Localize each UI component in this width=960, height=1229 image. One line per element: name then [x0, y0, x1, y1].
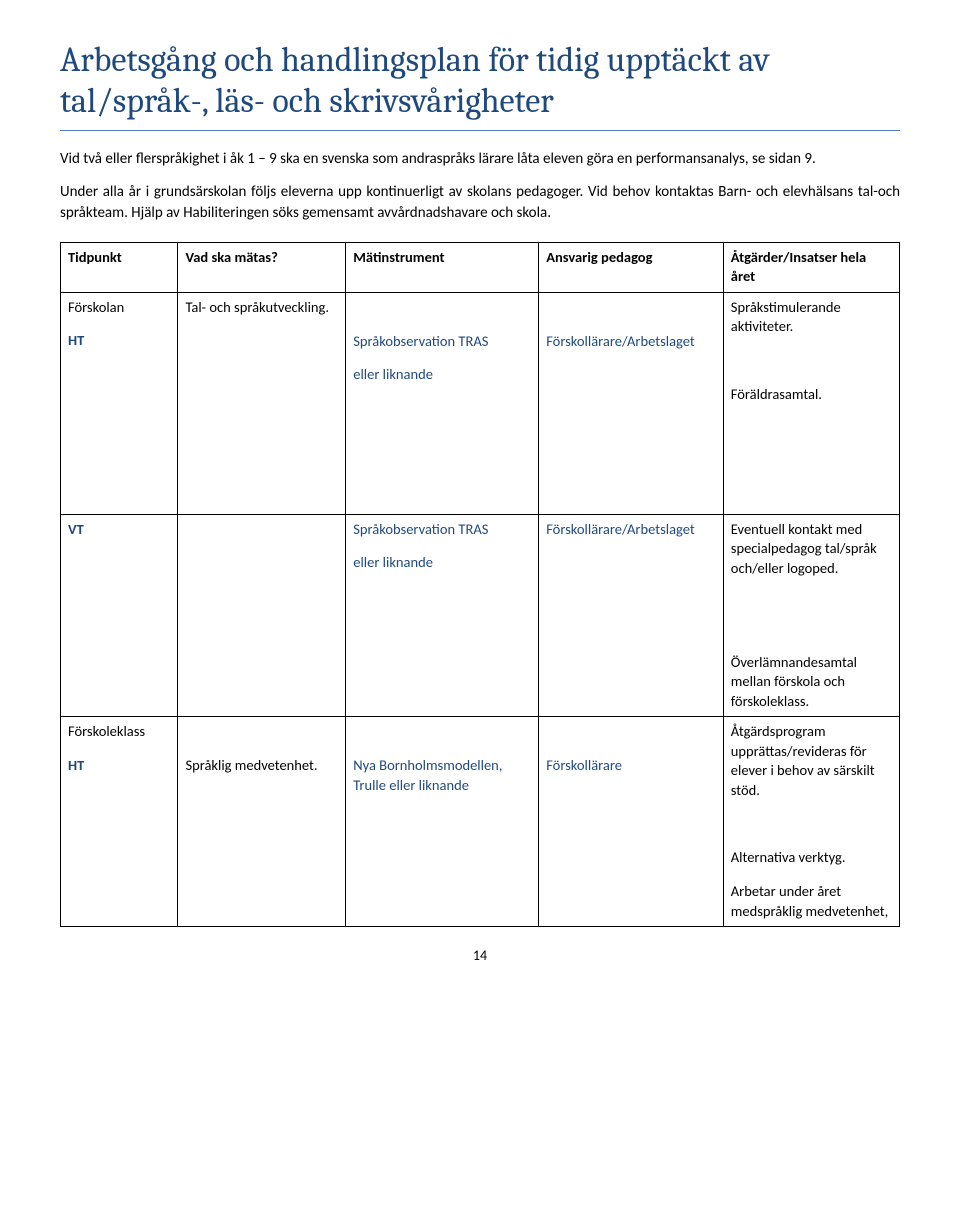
instrument-text: Språkobservation TRAS [353, 298, 531, 352]
page-title: Arbetsgång och handlingsplan för tidig u… [60, 40, 900, 122]
term-label: HT [68, 756, 170, 776]
vad-text: Språklig medvetenhet. [185, 756, 317, 774]
cell-tidpunkt: Förskoleklass HT [61, 717, 178, 927]
cell-vad: Tal- och språkutveckling. [178, 292, 346, 514]
ansvarig-text: Förskollärare/Arbetslaget [546, 298, 716, 352]
cell-ansvarig: Förskollärare/Arbetslaget [539, 292, 724, 514]
cell-tidpunkt: Förskolan HT [61, 292, 178, 514]
cell-ansvarig: Förskollärare/Arbetslaget [539, 514, 724, 716]
instrument-text: Språkobservation TRAS [353, 520, 531, 540]
cell-matinstrument: Språkobservation TRAS eller liknande [346, 514, 539, 716]
col-header-tidpunkt: Tidpunkt [61, 242, 178, 292]
atgard-text: Språkstimulerande aktiviteter. [731, 298, 892, 337]
atgard-text: Eventuell kontakt med specialpedagog tal… [731, 520, 892, 579]
atgard-text-2: Alternativa verktyg. [731, 848, 892, 868]
term-label: HT [68, 331, 170, 351]
col-header-ansvarig: Ansvarig pedagog [539, 242, 724, 292]
cell-tidpunkt: VT [61, 514, 178, 716]
atgard-text: Åtgärdsprogram upprättas/revideras för e… [731, 722, 892, 800]
atgard-text-2: Överlämnandesamtal mellan förskola och f… [731, 653, 892, 712]
col-header-atgarder: Åtgärder/Insatser hela året [723, 242, 899, 292]
cell-atgarder: Språkstimulerande aktiviteter. Föräldras… [723, 292, 899, 514]
intro-paragraph-2: Under alla år i grundsärskolan följs ele… [60, 182, 900, 224]
cell-matinstrument: Språkobservation TRAS eller liknande [346, 292, 539, 514]
tidpunkt-label: Förskoleklass [68, 722, 170, 742]
col-header-vad: Vad ska mätas? [178, 242, 346, 292]
cell-atgarder: Åtgärdsprogram upprättas/revideras för e… [723, 717, 899, 927]
instrument-text-2: eller liknande [353, 365, 531, 385]
instrument-text: Nya Bornholmsmodellen, Trulle eller likn… [353, 756, 502, 794]
atgard-text-2: Föräldrasamtal. [731, 385, 892, 405]
action-plan-table: Tidpunkt Vad ska mätas? Mätinstrument An… [60, 242, 900, 928]
ansvarig-line: Förskollärare/Arbetslaget [546, 332, 695, 350]
cell-vad: Språklig medvetenhet. [178, 717, 346, 927]
instrument-text-2: eller liknande [353, 553, 531, 573]
heading-rule [60, 130, 900, 131]
ansvarig-text: Förskollärare [546, 756, 622, 774]
col-header-matinstrument: Mätinstrument [346, 242, 539, 292]
term-label: VT [68, 520, 170, 540]
tidpunkt-label: Förskolan [68, 298, 170, 318]
cell-vad [178, 514, 346, 716]
instrument-line: Språkobservation TRAS [353, 332, 488, 350]
cell-atgarder: Eventuell kontakt med specialpedagog tal… [723, 514, 899, 716]
cell-matinstrument: Nya Bornholmsmodellen, Trulle eller likn… [346, 717, 539, 927]
table-row: VT Språkobservation TRAS eller liknande … [61, 514, 900, 716]
table-row: Förskolan HT Tal- och språkutveckling. S… [61, 292, 900, 514]
vad-text: Tal- och språkutveckling. [185, 298, 329, 316]
table-header-row: Tidpunkt Vad ska mätas? Mätinstrument An… [61, 242, 900, 292]
atgard-text-3: Arbetar under året medspråklig medvetenh… [731, 882, 892, 921]
cell-ansvarig: Förskollärare [539, 717, 724, 927]
table-row: Förskoleklass HT Språklig medvetenhet. N… [61, 717, 900, 927]
page-number: 14 [60, 947, 900, 964]
ansvarig-text: Förskollärare/Arbetslaget [546, 520, 695, 538]
intro-paragraph-1: Vid två eller flerspråkighet i åk 1 – 9 … [60, 149, 900, 170]
